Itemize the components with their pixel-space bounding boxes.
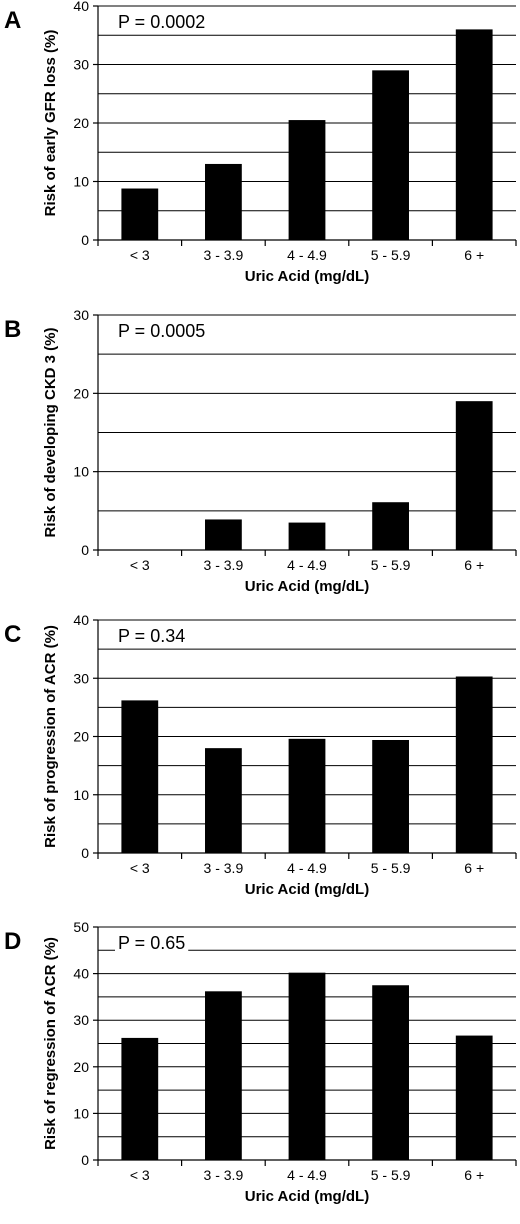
y-tick-label: 30 [73, 307, 89, 323]
x-axis-label: Uric Acid (mg/dL) [245, 881, 369, 898]
panel-b: 0 10 20 30 < 3 3 - 3.9 4 - 4.9 5 - 5.9 6 + Uric A… [4, 307, 517, 595]
bar-2 [205, 991, 242, 1160]
x-tick-label: 4 - 4.9 [287, 1167, 327, 1183]
panel-d: 0 10 20 30 40 50 < 3 3 - 3.9 4 - 4.9 5 - 5.9 6 + Ur… [4, 919, 517, 1205]
y-tick-label: 20 [73, 115, 89, 131]
y-tick-label: 50 [73, 919, 89, 935]
x-tick-label: 3 - 3.9 [204, 1167, 244, 1183]
y-tick-label: 30 [73, 1012, 89, 1028]
x-tick-label: 4 - 4.9 [287, 557, 327, 573]
y-tick-label: 10 [73, 464, 89, 480]
bar-5 [455, 676, 493, 853]
bar-3 [288, 120, 326, 240]
bar-5 [455, 1035, 493, 1160]
bar-4 [372, 739, 409, 853]
y-tick-label: 30 [73, 57, 89, 73]
y-tick-label: 0 [81, 232, 89, 248]
x-tick-label: 6 + [464, 247, 484, 263]
panel-letter: A [4, 7, 21, 34]
bar-1 [121, 1037, 159, 1160]
x-tick-label: 5 - 5.9 [371, 860, 411, 876]
p-value-annotation: P = 0.0005 [118, 321, 205, 341]
bar-1 [121, 700, 159, 853]
bar-4 [372, 985, 409, 1160]
x-axis-label: Uric Acid (mg/dL) [245, 268, 369, 285]
y-axis-label: Risk of developing CKD 3 (%) [42, 327, 59, 537]
bar-2 [205, 519, 242, 550]
panel-a: 0 10 20 30 40 < 3 3 - 3.9 4 - 4.9 5 - 5.9 6 + Uric… [4, 0, 517, 285]
x-tick-label: 3 - 3.9 [204, 247, 244, 263]
x-tick-label: 5 - 5.9 [371, 247, 411, 263]
y-tick-label: 10 [73, 787, 89, 803]
x-tick-label: < 3 [130, 247, 150, 263]
x-tick-label: 3 - 3.9 [204, 860, 244, 876]
y-tick-label: 30 [73, 670, 89, 686]
bar-5 [455, 29, 493, 241]
x-tick-label: 4 - 4.9 [287, 860, 327, 876]
y-tick-label: 0 [81, 542, 89, 558]
x-tick-label: 3 - 3.9 [204, 557, 244, 573]
bar-4 [372, 70, 409, 240]
p-value-annotation: P = 0.0002 [118, 12, 205, 32]
y-tick-label: 0 [81, 1152, 89, 1168]
p-value-annotation: P = 0.65 [118, 933, 185, 953]
bar-1 [121, 188, 159, 240]
x-axis-label: Uric Acid (mg/dL) [245, 1188, 369, 1205]
bar-5 [455, 401, 493, 550]
x-tick-label: 5 - 5.9 [371, 1167, 411, 1183]
y-tick-label: 20 [73, 729, 89, 745]
panel-c: 0 10 20 30 40 < 3 3 - 3.9 4 - 4.9 5 - 5.9 6 + Uric… [4, 612, 517, 898]
y-axis-label: Risk of progression of ACR (%) [42, 625, 59, 848]
y-axis-label: Risk of early GFR loss (%) [42, 30, 59, 217]
bar-3 [288, 972, 326, 1160]
panel-letter: D [4, 928, 21, 955]
bar-2 [205, 163, 242, 240]
x-axis-label: Uric Acid (mg/dL) [245, 578, 369, 595]
y-tick-label: 10 [73, 1105, 89, 1121]
annotation-background [115, 321, 209, 341]
panel-letter: B [4, 316, 21, 343]
bar-3 [288, 738, 326, 853]
annotation-background [115, 933, 189, 953]
y-axis-label: Risk of regression of ACR (%) [42, 937, 59, 1150]
p-value-annotation: P = 0.34 [118, 626, 185, 646]
x-tick-label: 6 + [464, 1167, 484, 1183]
x-tick-label: < 3 [130, 860, 150, 876]
bar-4 [372, 502, 409, 550]
annotation-background [115, 12, 209, 32]
annotation-background [115, 626, 189, 646]
y-tick-label: 40 [73, 0, 89, 14]
x-tick-label: < 3 [130, 1167, 150, 1183]
y-tick-label: 0 [81, 845, 89, 861]
y-tick-label: 20 [73, 1059, 89, 1075]
bar-2 [205, 748, 242, 853]
x-tick-label: 6 + [464, 860, 484, 876]
y-tick-label: 20 [73, 385, 89, 401]
x-tick-label: < 3 [130, 557, 150, 573]
x-tick-label: 4 - 4.9 [287, 247, 327, 263]
panel-letter: C [4, 621, 21, 648]
x-tick-label: 6 + [464, 557, 484, 573]
bar-3 [288, 522, 326, 550]
x-tick-label: 5 - 5.9 [371, 557, 411, 573]
y-tick-label: 40 [73, 612, 89, 628]
y-tick-label: 10 [73, 174, 89, 190]
y-tick-label: 40 [73, 966, 89, 982]
